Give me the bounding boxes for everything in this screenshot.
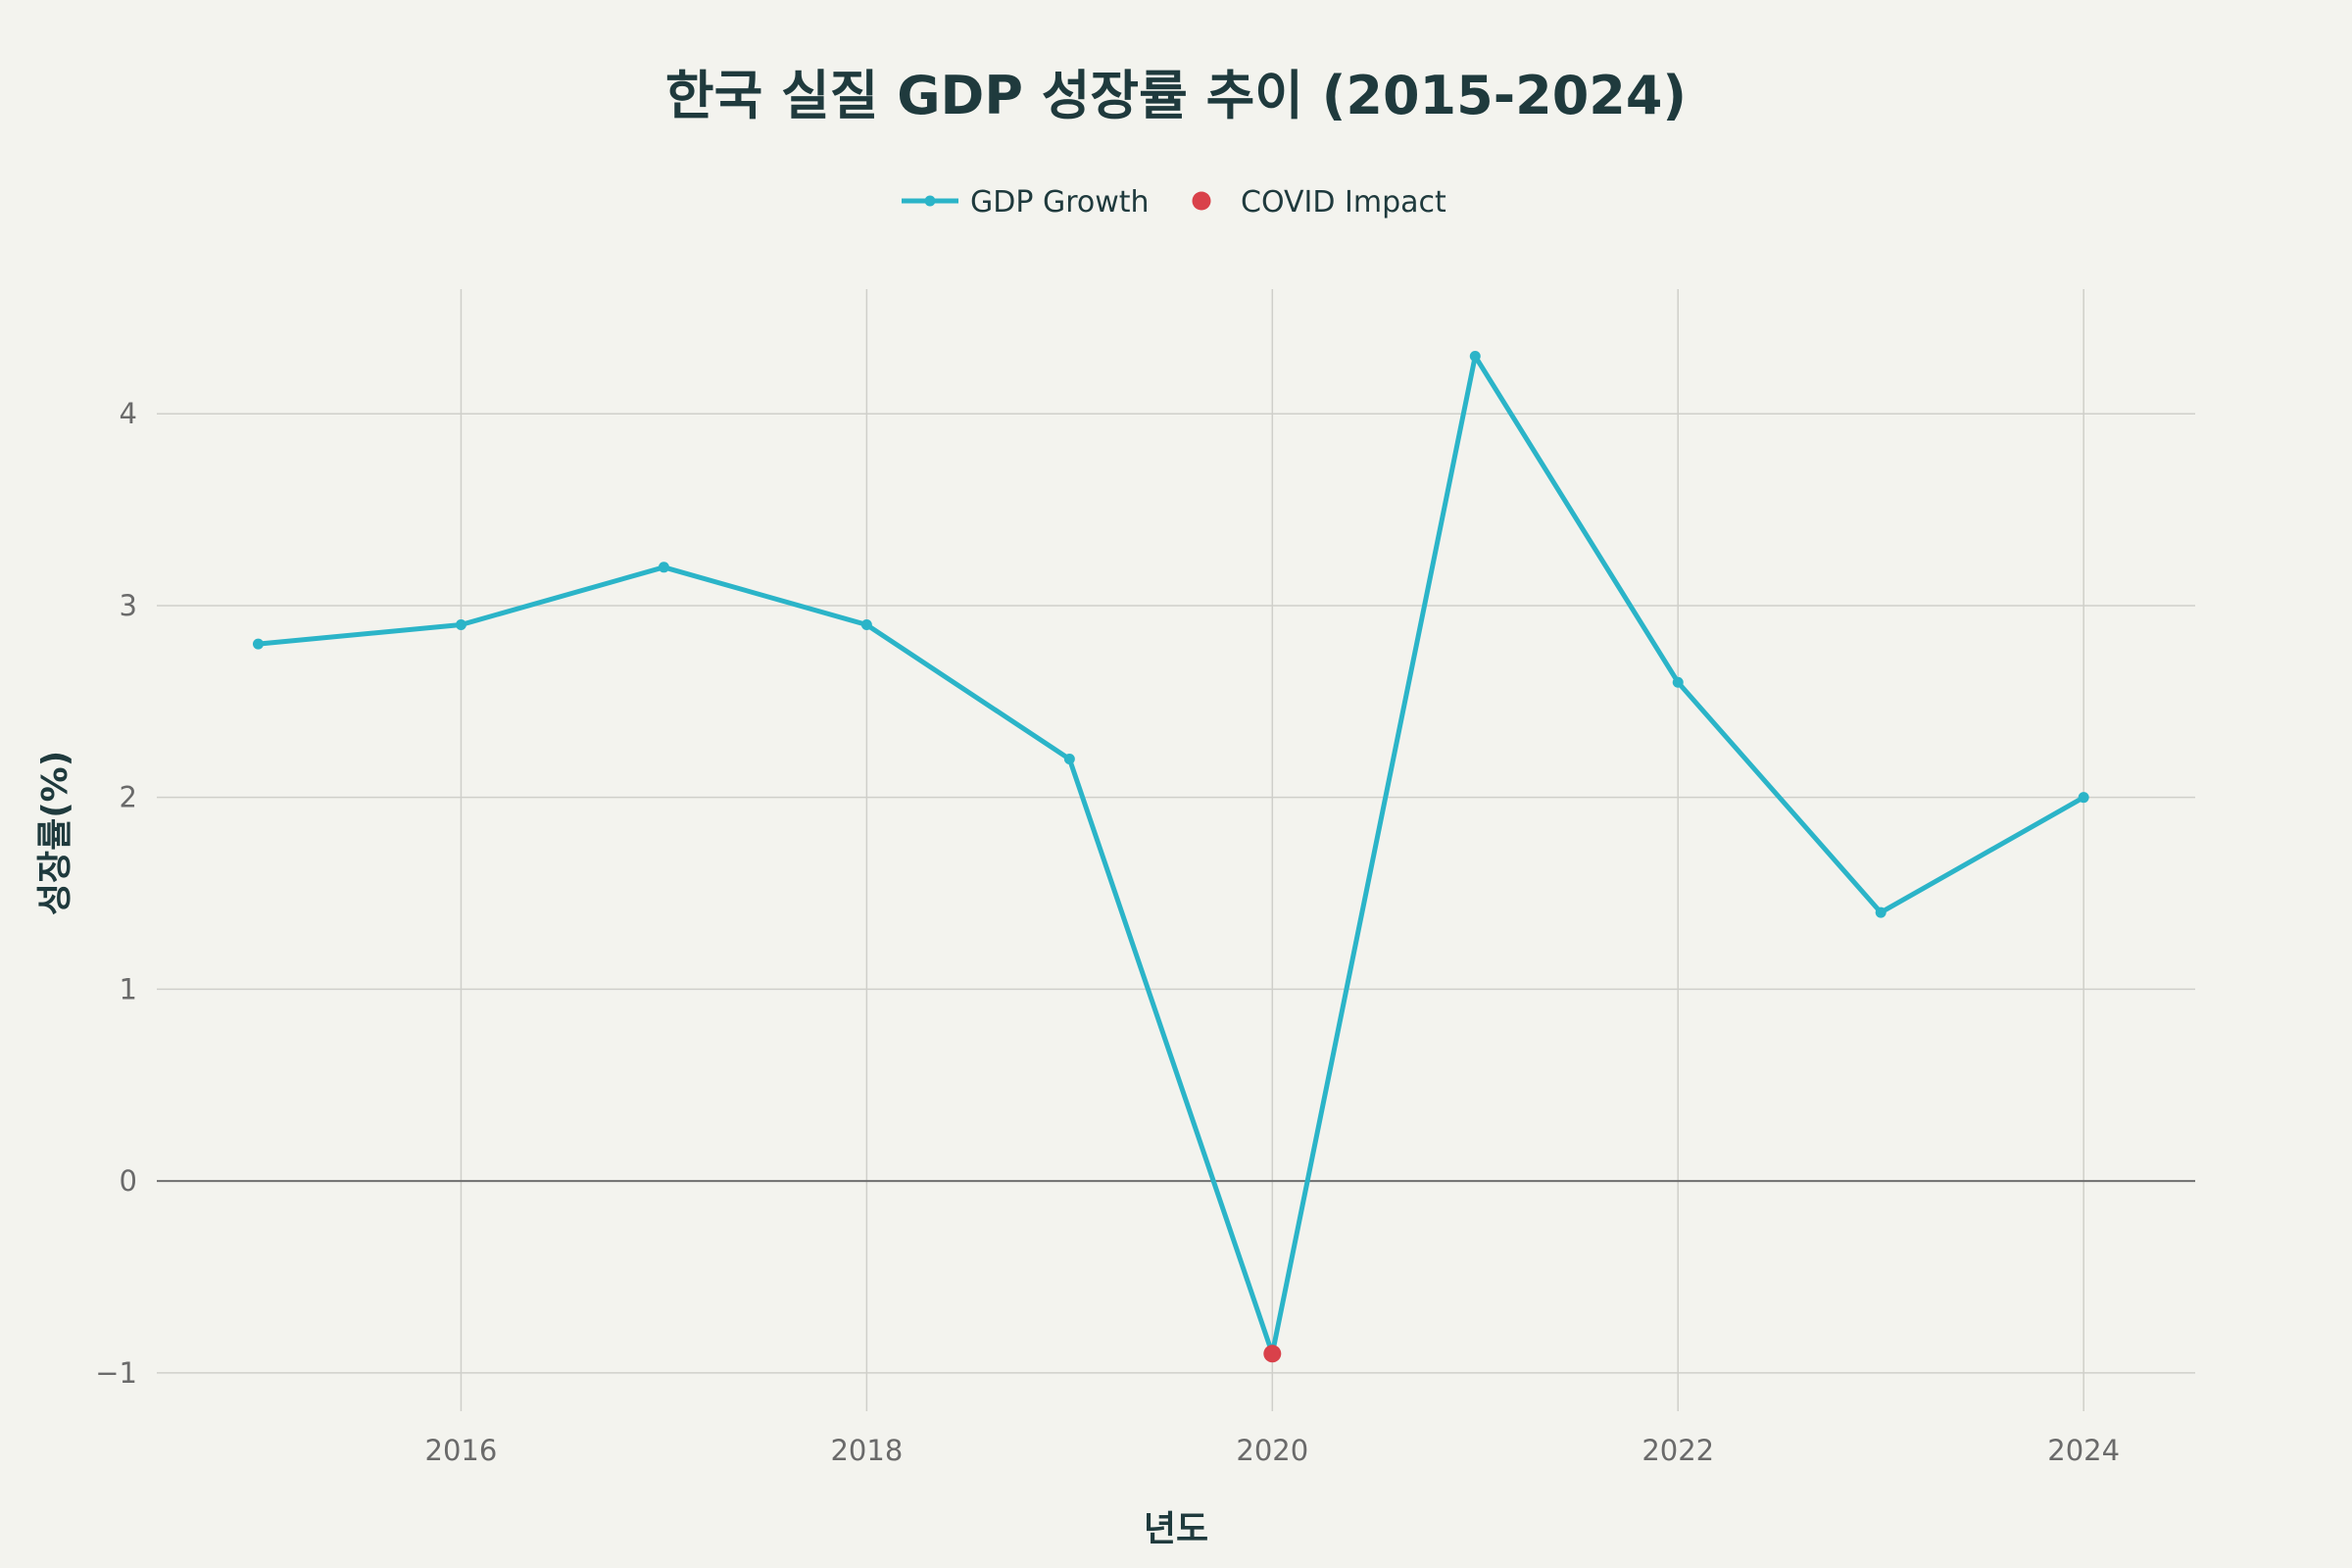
series-line-gdp-growth: [255, 354, 2086, 1356]
point-gdp-growth-2023: [1875, 906, 1886, 918]
y-tick-label-1: 0: [120, 1164, 137, 1198]
legend: GDP Growth COVID Impact: [902, 185, 1446, 220]
y-axis-ticks: −1 0 1 2 3 4: [95, 397, 137, 1390]
point-gdp-growth-2019: [1063, 754, 1075, 765]
x-tick-label-2018: 2018: [830, 1434, 903, 1467]
chart-title: 한국 실질 GDP 성장률 추이 (2015-2024): [665, 65, 1687, 126]
y-tick-label-4: 3: [120, 589, 137, 622]
point-gdp-growth-2018: [860, 619, 872, 631]
legend-item-gdp-growth: GDP Growth: [902, 185, 1150, 220]
point-gdp-growth-2016: [455, 619, 466, 631]
legend-swatch-covid-impact: [1192, 191, 1211, 211]
legend-label-covid-impact: COVID Impact: [1241, 185, 1446, 220]
y-axis-title: 성장률(%): [35, 751, 75, 915]
x-axis-ticks: 2016 2018 2020 2022 2024: [425, 1434, 2121, 1467]
series-layer: [252, 351, 2089, 1363]
x-axis-title: 년도: [1144, 1509, 1208, 1549]
point-gdp-growth-2021: [1469, 351, 1481, 363]
x-tick-label-2016: 2016: [425, 1434, 498, 1467]
y-tick-label-5: 4: [120, 397, 137, 430]
y-tick-label-0: −1: [95, 1356, 137, 1390]
point-covid-impact-2020: [1263, 1345, 1282, 1363]
legend-marker-gdp-growth: [924, 195, 936, 207]
series-covid-impact: [1263, 1345, 1282, 1363]
x-tick-label-2024: 2024: [2047, 1434, 2120, 1467]
grid-lines: [157, 289, 2195, 1411]
y-tick-label-3: 2: [120, 781, 137, 814]
point-gdp-growth-2024: [2078, 792, 2089, 804]
point-gdp-growth-2015: [252, 638, 264, 650]
legend-item-covid-impact: COVID Impact: [1192, 185, 1446, 220]
legend-label-gdp-growth: GDP Growth: [970, 185, 1150, 220]
y-tick-label-2: 1: [120, 972, 137, 1005]
x-tick-label-2020: 2020: [1236, 1434, 1308, 1467]
series-gdp-growth: [252, 351, 2089, 1359]
point-gdp-growth-2017: [658, 562, 669, 573]
point-gdp-growth-2022: [1672, 676, 1684, 688]
x-tick-label-2022: 2022: [1642, 1434, 1714, 1467]
